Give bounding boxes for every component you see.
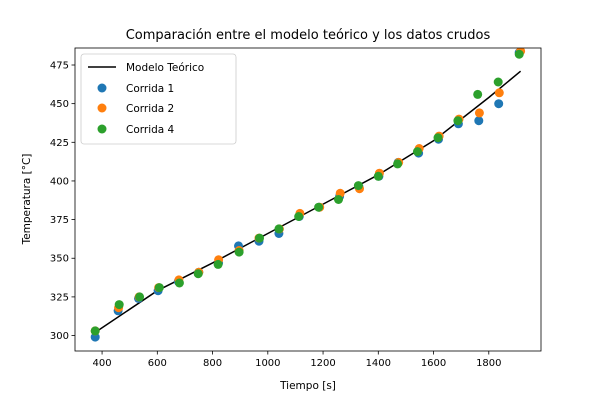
data-point (353, 181, 363, 191)
legend-label-modelo: Modelo Teórico (126, 62, 204, 74)
data-point (433, 133, 443, 143)
data-point (453, 116, 463, 126)
x-tick-label: 1200 (310, 358, 335, 369)
data-point (473, 89, 483, 99)
x-tick-label: 1600 (421, 358, 446, 369)
data-point (314, 202, 324, 212)
x-axis-label: Tiempo [s] (279, 380, 336, 392)
data-point (193, 269, 203, 279)
data-point (154, 283, 164, 293)
data-point (474, 108, 484, 118)
data-point (494, 99, 504, 109)
data-point (213, 259, 223, 269)
data-point (514, 49, 524, 59)
data-point (393, 159, 403, 169)
y-tick-label: 450 (50, 99, 69, 110)
x-tick-label: 1800 (476, 358, 501, 369)
data-point (493, 77, 503, 87)
x-tick-label: 800 (203, 358, 222, 369)
data-point (90, 332, 100, 342)
series-3 (90, 49, 524, 336)
legend-swatch-corrida-2 (97, 103, 107, 113)
data-point (234, 247, 244, 257)
data-point (474, 116, 484, 126)
plot-frame (74, 47, 542, 352)
y-tick-label: 400 (50, 176, 69, 187)
data-point (294, 212, 304, 221)
data-point (90, 326, 100, 336)
data-point (114, 300, 124, 310)
legend-label-corrida-2: Corrida 2 (126, 103, 174, 115)
chart-title: Comparación entre el modelo teórico y lo… (126, 28, 491, 43)
x-tick-label: 400 (93, 358, 112, 369)
legend-swatch-corrida-4 (97, 124, 107, 134)
data-point (494, 88, 504, 98)
y-tick-label: 375 (50, 215, 69, 226)
x-tick-label: 1000 (255, 358, 280, 369)
y-tick-label: 300 (50, 331, 69, 342)
x-tick-label: 600 (148, 358, 167, 369)
legend-box (80, 53, 237, 145)
legend-label-corrida-1: Corrida 1 (126, 83, 174, 95)
data-point (413, 147, 422, 157)
data-point (255, 233, 264, 243)
legend: Modelo Teórico Corrida 1 Corrida 2 Corri… (80, 53, 237, 145)
data-point (373, 171, 383, 181)
y-tick-label: 425 (50, 138, 69, 149)
y-axis-label: Temperatura [°C] (21, 154, 33, 246)
x-tick-label: 1400 (366, 358, 391, 369)
data-point (334, 195, 343, 204)
legend-label-corrida-4: Corrida 4 (126, 124, 175, 136)
legend-swatch-corrida-1 (97, 83, 107, 93)
y-tick-label: 350 (50, 254, 69, 265)
data-point (174, 278, 184, 288)
data-point (135, 292, 145, 302)
y-tick-label: 325 (50, 292, 69, 303)
y-tick-label: 475 (50, 61, 69, 72)
data-point (274, 224, 284, 234)
